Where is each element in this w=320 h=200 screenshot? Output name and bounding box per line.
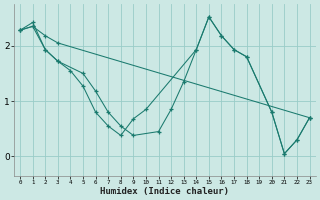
X-axis label: Humidex (Indice chaleur): Humidex (Indice chaleur) [100,187,229,196]
